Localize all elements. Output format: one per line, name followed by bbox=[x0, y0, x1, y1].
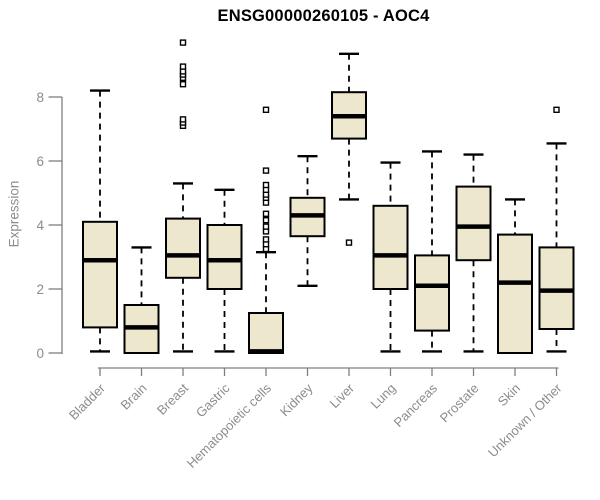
y-tick-label: 0 bbox=[36, 346, 44, 361]
x-tick-label-prostate: Prostate bbox=[437, 381, 482, 426]
outlier-hematopoietic-cells-12 bbox=[262, 167, 270, 174]
box-skin bbox=[497, 233, 533, 355]
box-gastric bbox=[206, 224, 243, 290]
outlier-hematopoietic-cells-11 bbox=[262, 181, 270, 189]
x-tick-label-brain: Brain bbox=[118, 381, 150, 413]
outlier-unknown-other-0 bbox=[553, 106, 560, 114]
outlier-hematopoietic-cells-5 bbox=[262, 216, 270, 224]
outlier-hematopoietic-cells-4 bbox=[262, 223, 270, 230]
x-tick-label-pancreas: Pancreas bbox=[391, 380, 441, 430]
outlier-hematopoietic-cells-2 bbox=[262, 236, 270, 243]
outlier-breast-8 bbox=[179, 39, 187, 46]
x-tick-label-lung: Lung bbox=[368, 381, 399, 412]
outlier-hematopoietic-cells-6 bbox=[262, 210, 270, 218]
outlier-breast-3 bbox=[179, 80, 187, 88]
y-tick-label: 2 bbox=[36, 282, 44, 297]
y-tick-label: 8 bbox=[36, 90, 44, 105]
y-tick-label: 4 bbox=[36, 218, 44, 233]
x-tick-label-breast: Breast bbox=[154, 380, 191, 417]
outlier-breast-2 bbox=[179, 116, 187, 123]
outlier-breast-7 bbox=[179, 63, 187, 70]
x-tick-label-skin: Skin bbox=[495, 381, 523, 409]
x-tick-label-unknown-other: Unknown / Other bbox=[485, 380, 565, 460]
chart-title: ENSG00000260105 - AOC4 bbox=[217, 7, 430, 25]
box-lung bbox=[372, 204, 409, 290]
box-hematopoietic-cells bbox=[248, 312, 284, 354]
outlier-hematopoietic-cells-13 bbox=[262, 106, 270, 114]
box-pancreas bbox=[414, 254, 450, 332]
y-tick-label: 6 bbox=[36, 154, 44, 169]
x-tick-label-gastric: Gastric bbox=[193, 380, 233, 420]
x-tick-label-kidney: Kidney bbox=[277, 380, 316, 419]
box-bladder bbox=[82, 220, 118, 329]
box-unknown-other bbox=[538, 246, 575, 330]
x-tick-label-bladder: Bladder bbox=[66, 380, 109, 423]
box-breast bbox=[165, 217, 201, 279]
box-prostate bbox=[455, 185, 492, 262]
outlier-liver-0 bbox=[345, 239, 353, 246]
x-tick-label-liver: Liver bbox=[327, 380, 358, 411]
